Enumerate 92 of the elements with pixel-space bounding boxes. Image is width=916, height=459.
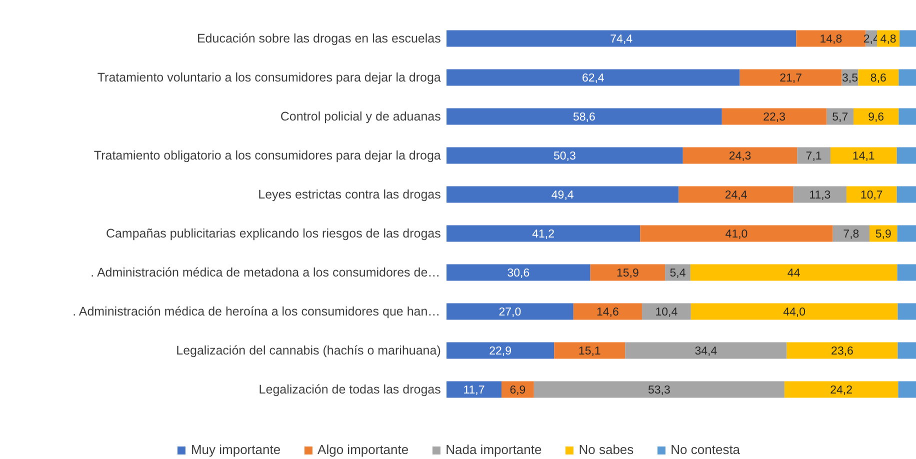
data-label: 8,6 (870, 72, 886, 84)
bar (897, 225, 916, 242)
legend-label: Algo importante (318, 442, 409, 457)
data-label: 49,4 (551, 190, 574, 202)
bar (722, 108, 827, 125)
bar (446, 30, 796, 47)
bar (898, 108, 916, 125)
y-tick-label: Campañas publicitarias explicando los riesgos de las drogas (106, 226, 441, 240)
data-label: 24,2 (830, 384, 852, 396)
bar (446, 69, 740, 86)
legend-label: No contesta (670, 442, 740, 457)
data-label: 30,6 (507, 268, 530, 280)
bar (446, 342, 554, 359)
data-label: 27,0 (498, 306, 522, 318)
bar (784, 381, 898, 398)
data-label: 24,4 (724, 190, 748, 202)
data-label: 53,3 (648, 384, 670, 396)
y-tick-label: Tratamiento obligatorio a los consumidores para dejar la droga (94, 148, 441, 162)
y-tick-label: Legalización del cannabis (hachís o marihuana) (176, 344, 441, 358)
bar (682, 147, 798, 164)
legend-label: Nada importante (446, 442, 542, 457)
data-label: 11,3 (809, 190, 831, 202)
data-label: 6,9 (510, 384, 526, 396)
data-label: 44 (787, 268, 801, 280)
data-label: 14,8 (820, 34, 842, 46)
data-label: 58,6 (573, 112, 596, 124)
legend-label: No sabes (578, 442, 634, 457)
bar (625, 342, 787, 359)
data-label: 74,4 (610, 34, 634, 46)
data-label: 5,7 (832, 112, 848, 124)
data-label: 44,0 (783, 306, 806, 318)
bar (797, 147, 830, 164)
data-label: 10,4 (655, 306, 678, 318)
y-tick-label: Control policial y de aduanas (280, 110, 441, 124)
bar (796, 30, 866, 47)
bar (534, 381, 784, 398)
data-label: 23,6 (831, 346, 854, 358)
bar (898, 69, 916, 86)
bar (446, 303, 574, 320)
data-label: 5,4 (670, 268, 686, 280)
data-label: 7,1 (806, 150, 822, 162)
legend-label: Muy importante (190, 442, 281, 457)
data-label: 62,4 (582, 72, 605, 84)
data-label: 5,9 (875, 228, 892, 240)
data-label: 41,0 (725, 228, 748, 240)
data-label: 9,6 (868, 112, 884, 124)
y-tick-label: . Administración médica de metadona a los consumidores de… (90, 266, 440, 280)
bar (900, 30, 916, 47)
bar (554, 342, 626, 359)
data-label: 21,7 (780, 72, 802, 84)
data-label: 34,4 (694, 346, 718, 358)
bar (896, 147, 916, 164)
data-label: 14,1 (852, 150, 875, 162)
bar (573, 303, 642, 320)
bar (446, 225, 640, 242)
bar (897, 264, 916, 281)
bar (446, 381, 502, 398)
y-tick-label: . Administración médica de heroína a los consumidores que han… (72, 304, 440, 318)
data-label: 11,7 (463, 384, 485, 396)
bar (690, 264, 898, 281)
bar (678, 186, 794, 203)
bar (740, 69, 842, 86)
data-label: 41,2 (532, 228, 555, 240)
data-label: 22,9 (489, 346, 512, 358)
bar (846, 186, 897, 203)
data-label: 24,3 (728, 150, 752, 162)
bar (640, 225, 833, 242)
y-tick-label: Leyes estrictas contra las drogas (258, 188, 441, 202)
bar (896, 186, 916, 203)
bar (690, 303, 898, 320)
bar (446, 147, 683, 164)
data-label: 4,8 (880, 34, 896, 46)
bar (446, 264, 590, 281)
data-label: 14,6 (596, 306, 619, 318)
bar (830, 147, 897, 164)
y-tick-label: Tratamiento voluntario a los consumidores para dejar la droga (97, 70, 441, 84)
bar (898, 381, 916, 398)
bar (446, 108, 722, 125)
data-label: 10,7 (860, 190, 883, 202)
data-label: 7,8 (843, 228, 860, 240)
y-tick-label: Legalización de todas las drogas (258, 382, 441, 396)
bar (898, 303, 916, 320)
y-tick-label: Educación sobre las drogas en las escuelas (196, 32, 441, 46)
data-label: 50,3 (554, 150, 576, 162)
data-label: 3,5 (842, 72, 858, 84)
bar (590, 264, 666, 281)
bar (786, 342, 898, 359)
bar (446, 186, 679, 203)
data-label: 22,3 (763, 112, 786, 124)
data-label: 15,9 (616, 268, 639, 280)
data-label: 15,1 (578, 346, 601, 358)
bar (898, 342, 916, 359)
